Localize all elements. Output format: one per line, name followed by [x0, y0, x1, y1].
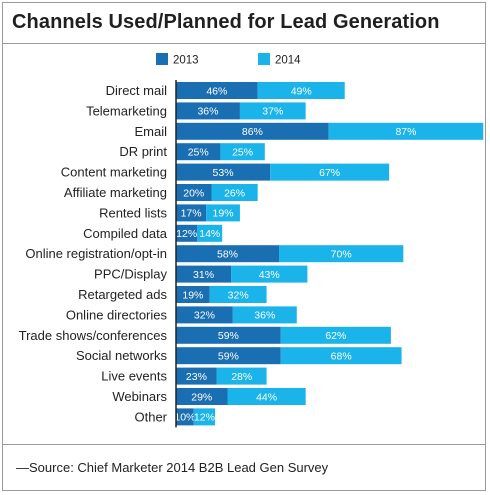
bar-2014 — [211, 184, 258, 201]
data-label-2013: 12% — [176, 228, 197, 240]
bar-2013 — [176, 265, 232, 283]
bar-2014 — [220, 143, 265, 161]
data-label-2013: 46% — [206, 85, 227, 97]
bar-2013 — [176, 347, 281, 365]
bar-2014 — [279, 245, 404, 263]
data-label-2013: 86% — [242, 126, 263, 138]
category-label: Email — [134, 124, 167, 139]
data-label-2014: 44% — [256, 391, 277, 403]
bar-2013 — [176, 82, 258, 99]
legend-label-2014: 2014 — [275, 55, 301, 67]
data-label-2013: 20% — [183, 187, 204, 199]
data-label-2013: 19% — [182, 289, 203, 301]
data-label-2013: 10% — [174, 412, 195, 424]
data-label-2013: 58% — [217, 249, 238, 261]
data-label-2014: 12% — [194, 412, 215, 424]
data-label-2014: 26% — [224, 187, 245, 199]
category-label: Direct mail — [106, 83, 168, 98]
category-label: Live events — [101, 369, 167, 384]
category-label: Social networks — [76, 348, 168, 363]
bar-2014 — [270, 163, 390, 181]
data-label-2013: 59% — [218, 330, 239, 342]
data-label-2014: 37% — [262, 106, 283, 118]
category-label: DR print — [119, 144, 167, 159]
bar-2013 — [176, 306, 233, 324]
data-label-2013: 17% — [181, 208, 202, 220]
data-label-2014: 70% — [331, 249, 352, 261]
category-label: Webinars — [112, 389, 167, 404]
bar-2014 — [216, 367, 267, 385]
data-label-2014: 14% — [199, 228, 220, 240]
data-label-2014: 36% — [254, 310, 275, 322]
source-note: —Source: Chief Marketer 2014 B2B Lead Ge… — [16, 460, 329, 475]
bar-2013 — [176, 408, 194, 426]
data-label-2013: 53% — [213, 167, 234, 179]
bar-2013 — [176, 286, 210, 303]
bar-2013 — [176, 184, 212, 201]
data-label-2013: 36% — [197, 106, 218, 118]
bar-2014 — [197, 224, 223, 242]
bar-2014 — [232, 306, 297, 324]
data-label-2014: 62% — [325, 330, 346, 342]
data-label-2013: 29% — [191, 391, 212, 403]
bar-2013 — [176, 367, 217, 385]
bar-2014 — [280, 326, 391, 344]
bar-2014 — [206, 204, 240, 222]
category-label: Content marketing — [61, 165, 167, 180]
category-label: Rented lists — [99, 205, 167, 220]
bar-2013 — [176, 122, 329, 140]
bar-2014 — [209, 286, 267, 303]
category-label: PPC/Display — [94, 267, 167, 282]
data-label-2014: 25% — [232, 147, 253, 159]
bar-2014 — [239, 102, 306, 120]
data-label-2014: 19% — [213, 208, 234, 220]
data-label-2014: 28% — [231, 371, 252, 383]
title-divider — [3, 43, 485, 44]
category-label: Online registration/opt-in — [25, 246, 167, 261]
data-label-2014: 67% — [319, 167, 340, 179]
data-label-2013: 59% — [218, 351, 239, 363]
category-label: Retargeted ads — [78, 287, 167, 302]
bar-2014 — [227, 388, 306, 405]
bar-2014 — [328, 122, 484, 140]
category-label: Telemarketing — [86, 103, 167, 118]
data-label-2013: 32% — [194, 310, 215, 322]
bar-2014 — [193, 408, 216, 426]
page-title: Channels Used/Planned for Lead Generatio… — [12, 11, 440, 33]
data-label-2014: 49% — [291, 85, 312, 97]
bar-2014 — [280, 347, 402, 365]
bar-2013 — [176, 102, 240, 120]
data-label-2014: 68% — [331, 351, 352, 363]
bar-2013 — [176, 204, 207, 222]
category-label: Other — [134, 409, 167, 424]
bar-2014 — [257, 82, 345, 99]
bar-2013 — [176, 388, 228, 405]
data-label-2014: 87% — [395, 126, 416, 138]
legend-label-2013: 2013 — [173, 55, 199, 67]
legend-swatch-2013 — [156, 53, 168, 65]
category-label: Online directories — [66, 307, 168, 322]
bar-2013 — [176, 326, 281, 344]
footer-divider — [3, 444, 485, 445]
data-label-2014: 32% — [228, 289, 249, 301]
data-label-2013: 23% — [186, 371, 207, 383]
bar-2013 — [176, 163, 271, 181]
legend-swatch-2014 — [258, 53, 270, 65]
bar-2014 — [231, 265, 308, 283]
data-label-2014: 43% — [259, 269, 280, 281]
category-label: Affiliate marketing — [64, 185, 167, 200]
bar-2013 — [176, 224, 198, 242]
data-label-2013: 25% — [188, 147, 209, 159]
category-label: Compiled data — [83, 226, 168, 241]
category-label: Trade shows/conferences — [19, 328, 168, 343]
bar-2013 — [176, 143, 221, 161]
data-label-2013: 31% — [193, 269, 214, 281]
bar-2013 — [176, 245, 280, 263]
